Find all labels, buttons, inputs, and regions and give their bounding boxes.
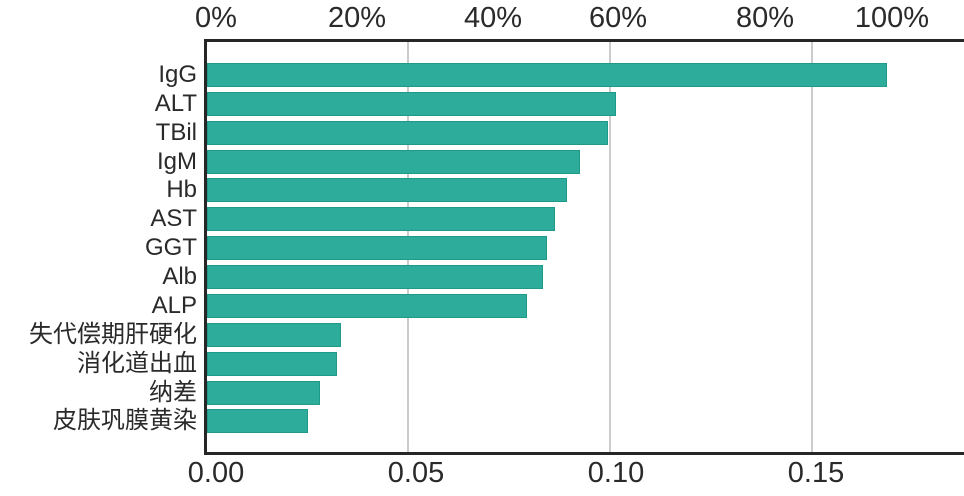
category-label-IgM: IgM	[156, 148, 197, 175]
left-axis-line	[204, 39, 207, 455]
category-label-GGT: GGT	[145, 234, 197, 261]
category-label-ALT: ALT	[154, 90, 197, 117]
bottom-tick-label-0.00: 0.00	[187, 457, 245, 489]
bar-皮肤巩膜黄染	[207, 409, 308, 433]
category-label-Hb: Hb	[166, 176, 197, 203]
bar-ALP	[207, 294, 527, 318]
bar-Alb	[207, 265, 543, 289]
category-label-皮肤巩膜黄染: 皮肤巩膜黄染	[53, 407, 197, 434]
bar-消化道出血	[207, 352, 337, 376]
bar-纳差	[207, 381, 320, 405]
bar-TBil	[207, 121, 608, 145]
bottom-tick-label-0.15: 0.15	[787, 457, 845, 489]
bar-IgM	[207, 150, 580, 174]
category-label-消化道出血: 消化道出血	[77, 350, 197, 377]
bar-AST	[207, 207, 555, 231]
category-label-Alb: Alb	[162, 263, 197, 290]
top-tick-label-0%: 0%	[195, 2, 237, 34]
top-axis-line	[204, 39, 964, 42]
top-tick-label-60%: 60%	[588, 2, 648, 34]
bar-IgG	[207, 63, 887, 87]
category-label-失代偿期肝硬化: 失代偿期肝硬化	[29, 321, 197, 348]
category-label-纳差: 纳差	[149, 379, 197, 406]
category-label-TBil: TBil	[155, 119, 197, 146]
top-tick-label-20%: 20%	[327, 2, 387, 34]
category-label-ALP: ALP	[151, 292, 197, 319]
top-tick-label-40%: 40%	[463, 2, 523, 34]
category-label-IgG: IgG	[158, 61, 197, 88]
bottom-axis-line	[204, 452, 964, 455]
gridline-0.10	[609, 42, 611, 452]
bar-ALT	[207, 92, 616, 116]
bottom-tick-label-0.10: 0.10	[587, 457, 645, 489]
bar-Hb	[207, 178, 567, 202]
bar-GGT	[207, 236, 547, 260]
category-label-AST: AST	[150, 205, 197, 232]
bottom-tick-label-0.05: 0.05	[387, 457, 445, 489]
bar-失代偿期肝硬化	[207, 323, 341, 347]
top-tick-label-80%: 80%	[735, 2, 795, 34]
top-tick-label-100%: 100%	[854, 2, 930, 34]
gridline-0.15	[811, 42, 813, 452]
